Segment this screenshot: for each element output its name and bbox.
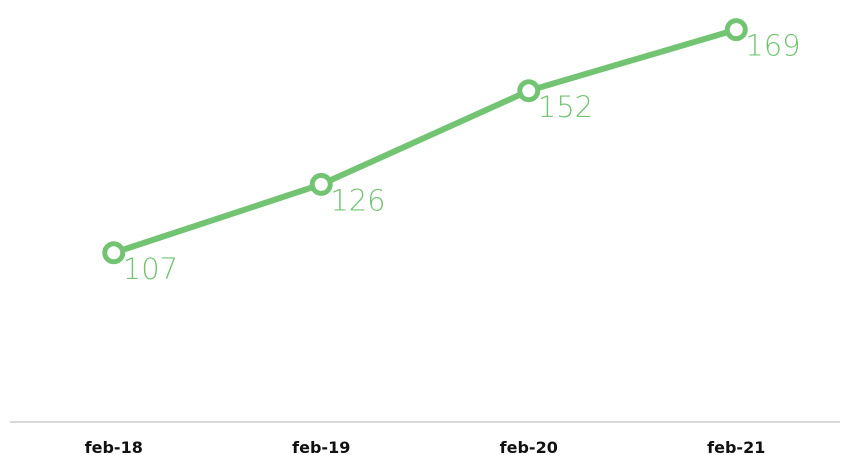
data-label: 107 [123, 252, 178, 286]
marker [724, 18, 748, 42]
x-tick-label: feb-21 [707, 438, 765, 455]
x-tick-label: feb-19 [292, 438, 350, 455]
line [112, 26, 738, 256]
marker [102, 241, 126, 265]
marker [309, 172, 333, 196]
data-label: 152 [538, 90, 593, 124]
data-label: 169 [745, 29, 800, 63]
x-tick-label: feb-20 [500, 438, 558, 455]
marker [517, 79, 541, 103]
data-label: 126 [330, 183, 385, 217]
x-tick-label: feb-18 [85, 438, 143, 455]
